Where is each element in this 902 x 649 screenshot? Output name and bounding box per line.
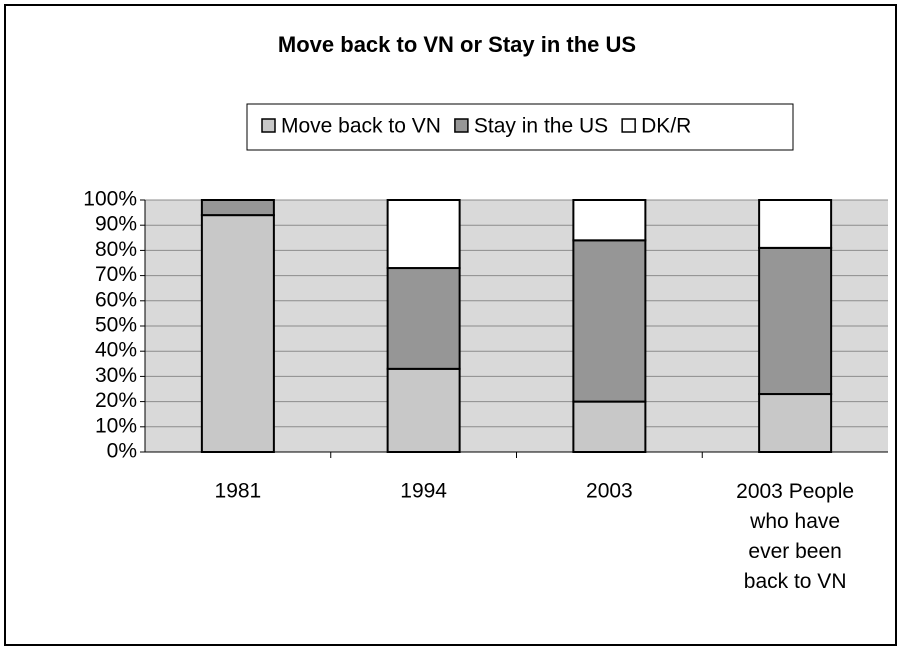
bar-segment xyxy=(200,199,275,217)
bar-segment xyxy=(758,199,833,249)
y-tick-label: 20% xyxy=(95,389,137,412)
bar-segment xyxy=(758,246,833,396)
y-tick-label: 70% xyxy=(95,263,137,286)
y-tick-label: 0% xyxy=(107,440,137,463)
bar-segment xyxy=(572,199,647,242)
y-tick-label: 80% xyxy=(95,238,137,261)
legend-label: DK/R xyxy=(641,115,691,138)
y-tick-label: 40% xyxy=(95,339,137,362)
x-tick-label: 2003 People who have ever been back to VN xyxy=(736,480,854,593)
legend-swatch xyxy=(261,118,276,133)
y-tick-label: 100% xyxy=(83,188,137,211)
y-tick-label: 50% xyxy=(95,314,137,337)
bar-segment xyxy=(572,400,647,454)
chart-title: Move back to VN or Stay in the US xyxy=(278,32,636,57)
legend-box xyxy=(246,103,794,151)
bar-segment xyxy=(386,199,461,270)
legend-label: Move back to VN xyxy=(281,115,441,138)
y-tick-label: 60% xyxy=(95,288,137,311)
legend-swatch xyxy=(621,118,636,133)
x-tick-label: 1981 xyxy=(215,480,262,503)
bar-segment xyxy=(200,214,275,453)
y-tick-label: 10% xyxy=(95,414,137,437)
legend-label: Stay in the US xyxy=(474,115,608,138)
y-tick-label: 30% xyxy=(95,364,137,387)
bar-segment xyxy=(758,393,833,454)
bar-segment xyxy=(386,267,461,370)
y-tick-label: 90% xyxy=(95,213,137,236)
legend-swatch xyxy=(454,118,469,133)
bar-segment xyxy=(386,367,461,453)
bar-segment xyxy=(572,239,647,403)
x-tick-label: 1994 xyxy=(400,480,447,503)
x-tick-label: 2003 xyxy=(586,480,633,503)
legend: Move back to VN Stay in the US DK/R xyxy=(261,115,691,138)
